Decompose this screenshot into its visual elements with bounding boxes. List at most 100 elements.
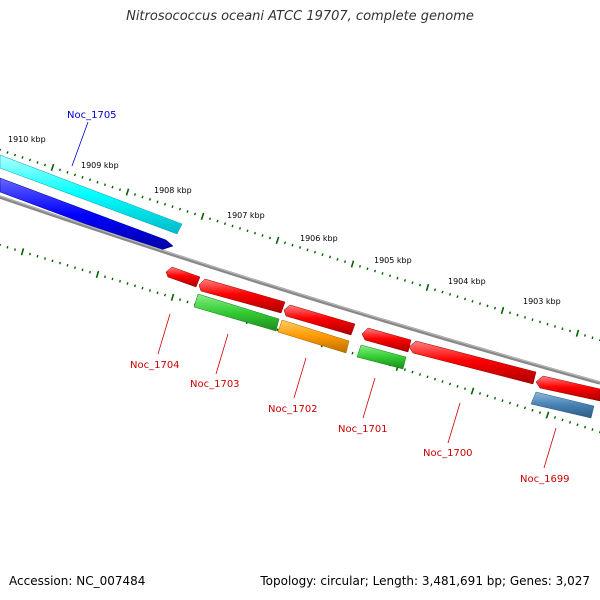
minor-tick bbox=[171, 205, 174, 209]
minor-tick bbox=[343, 260, 347, 264]
major-tick bbox=[575, 329, 580, 337]
gene-labels: Noc_1705 Noc_1704 Noc_1703 Noc_1702 Noc_… bbox=[67, 110, 570, 485]
gene-noc-1702-cds[interactable] bbox=[283, 304, 356, 336]
minor-tick bbox=[433, 288, 437, 292]
minor-tick bbox=[441, 290, 444, 294]
minor-tick bbox=[66, 264, 69, 267]
minor-tick bbox=[441, 380, 444, 383]
minor-tick bbox=[569, 329, 571, 333]
minor-tick bbox=[73, 173, 77, 177]
minor-tick bbox=[119, 279, 121, 283]
ruler-labels: 1910 kbp 1909 kbp 1908 kbp 1907 kbp 1906… bbox=[8, 135, 561, 306]
minor-tick bbox=[178, 298, 182, 302]
ruler-label: 1904 kbp bbox=[448, 277, 486, 286]
minor-tick bbox=[426, 375, 429, 379]
gene-noc-1705-feature[interactable] bbox=[0, 177, 174, 252]
leader-line bbox=[71, 121, 89, 167]
gene-noc-1699-cds[interactable] bbox=[535, 375, 600, 402]
forward-strand-features bbox=[0, 154, 183, 252]
minor-tick bbox=[306, 248, 309, 252]
minor-tick bbox=[584, 334, 586, 337]
minor-tick bbox=[133, 193, 137, 196]
minor-tick bbox=[103, 183, 107, 187]
ruler-label: 1906 kbp bbox=[300, 234, 338, 243]
major-tick bbox=[125, 188, 130, 196]
minor-tick bbox=[268, 236, 272, 240]
minor-tick bbox=[373, 269, 377, 273]
minor-tick bbox=[358, 265, 362, 268]
minor-tick bbox=[508, 311, 512, 315]
label-noc-1705[interactable]: Noc_1705 bbox=[67, 110, 117, 121]
minor-tick bbox=[508, 401, 512, 405]
minor-tick bbox=[36, 161, 39, 164]
gene-noc-1703-feature[interactable] bbox=[193, 293, 280, 332]
major-tick bbox=[425, 283, 430, 292]
minor-tick bbox=[448, 382, 452, 386]
minor-tick bbox=[531, 318, 534, 321]
ruler-label: 1909 kbp bbox=[81, 161, 119, 170]
minor-tick bbox=[148, 197, 152, 201]
ruler-label: 1907 kbp bbox=[227, 211, 265, 220]
minor-tick bbox=[463, 387, 467, 391]
minor-tick bbox=[216, 219, 219, 223]
leader-line bbox=[293, 357, 307, 399]
minor-tick bbox=[523, 406, 527, 410]
minor-tick bbox=[66, 170, 69, 174]
minor-tick bbox=[478, 302, 482, 305]
label-noc-1699[interactable]: Noc_1699 bbox=[520, 474, 570, 485]
minor-tick bbox=[328, 255, 332, 259]
minor-tick bbox=[411, 281, 414, 285]
minor-tick bbox=[178, 207, 182, 211]
minor-tick bbox=[576, 423, 579, 427]
minor-tick bbox=[111, 185, 114, 189]
gene-noc-1703-cds[interactable] bbox=[198, 278, 286, 314]
gene-noc-1700[interactable] bbox=[408, 340, 537, 385]
label-noc-1701[interactable]: Noc_1701 bbox=[338, 424, 388, 435]
leader-line bbox=[157, 313, 171, 355]
minor-tick bbox=[261, 234, 264, 237]
minor-tick bbox=[208, 217, 212, 221]
minor-tick bbox=[231, 224, 234, 228]
minor-tick bbox=[156, 291, 159, 295]
minor-tick bbox=[141, 286, 144, 290]
minor-tick bbox=[448, 292, 452, 296]
minor-tick bbox=[21, 156, 24, 159]
minor-tick bbox=[524, 316, 526, 319]
minor-tick bbox=[88, 178, 92, 182]
minor-tick bbox=[298, 246, 302, 249]
label-noc-1703[interactable]: Noc_1703 bbox=[190, 379, 240, 390]
minor-tick bbox=[411, 370, 414, 374]
minor-tick bbox=[81, 175, 84, 179]
leader-line bbox=[362, 377, 376, 419]
minor-tick bbox=[539, 320, 541, 324]
minor-tick bbox=[336, 257, 339, 261]
minor-tick bbox=[28, 158, 32, 162]
gene-noc-1705-cds[interactable] bbox=[0, 154, 183, 235]
minor-tick bbox=[6, 151, 9, 154]
minor-tick bbox=[14, 248, 16, 251]
minor-tick bbox=[554, 325, 556, 328]
minor-tick bbox=[433, 377, 437, 381]
minor-tick bbox=[186, 300, 189, 304]
minor-tick bbox=[546, 322, 549, 326]
label-noc-1702[interactable]: Noc_1702 bbox=[268, 404, 318, 415]
gene-noc-1701-cds[interactable] bbox=[361, 327, 412, 353]
minor-tick bbox=[36, 254, 39, 258]
leader-line bbox=[447, 402, 461, 444]
gene-noc-1704[interactable] bbox=[165, 266, 201, 288]
gene-noc-1702-feature[interactable] bbox=[277, 319, 350, 354]
minor-tick bbox=[456, 384, 459, 388]
minor-tick bbox=[238, 227, 242, 230]
minor-tick bbox=[486, 304, 489, 308]
minor-tick bbox=[141, 195, 144, 199]
minor-tick bbox=[531, 408, 534, 412]
label-noc-1704[interactable]: Noc_1704 bbox=[130, 360, 180, 371]
gene-noc-1699-feature[interactable] bbox=[530, 391, 595, 419]
minor-tick bbox=[493, 396, 497, 400]
gene-noc-1701-feature[interactable] bbox=[356, 344, 407, 370]
minor-tick bbox=[583, 425, 587, 429]
label-noc-1700[interactable]: Noc_1700 bbox=[423, 448, 473, 459]
minor-tick bbox=[44, 257, 46, 260]
minor-tick bbox=[478, 392, 482, 395]
minor-tick bbox=[283, 241, 287, 245]
